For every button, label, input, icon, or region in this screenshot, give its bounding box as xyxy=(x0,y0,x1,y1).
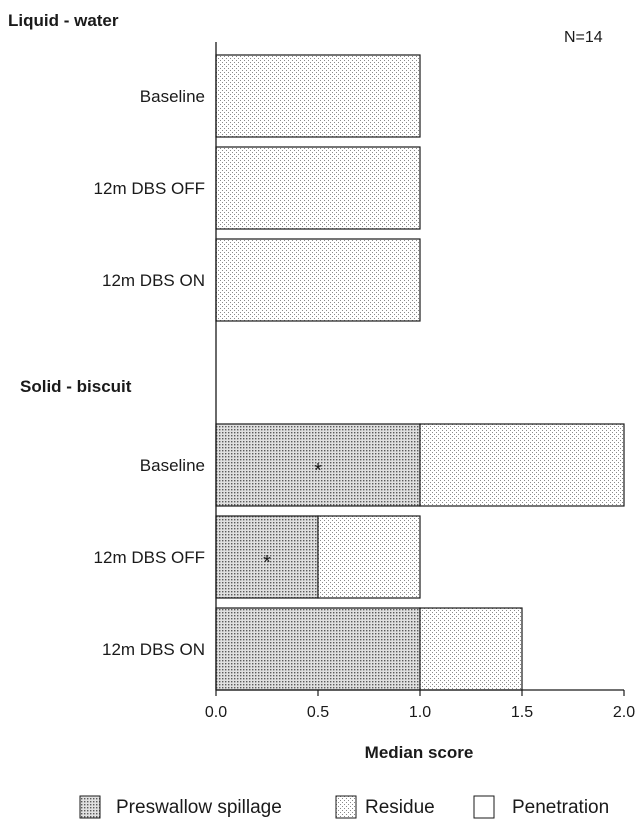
bar-preswallow xyxy=(215,607,421,691)
category-label: 12m DBS ON xyxy=(102,271,205,290)
bar-residue xyxy=(215,54,421,138)
bars-layer: ** xyxy=(215,54,625,691)
bar-residue xyxy=(317,515,421,599)
bar-preswallow xyxy=(215,515,319,599)
category-labels: Baseline 12m DBS OFF 12m DBS ON Baseline 12m… xyxy=(94,87,205,659)
x-tick-label: 1.5 xyxy=(511,704,533,721)
significance-marker: * xyxy=(314,460,322,482)
legend-swatch-residue xyxy=(335,795,357,819)
legend-swatch-penetration xyxy=(473,795,495,819)
category-label: Baseline xyxy=(140,456,205,475)
bar-residue xyxy=(419,607,523,691)
category-label: 12m DBS ON xyxy=(102,640,205,659)
x-ticks: 0.0 0.5 1.0 1.5 2.0 xyxy=(205,690,635,721)
group-title-liquid: Liquid - water xyxy=(8,11,119,30)
legend-label-preswallow: Preswallow spillage xyxy=(116,797,282,818)
category-label: 12m DBS OFF xyxy=(94,548,205,567)
group-title-solid: Solid - biscuit xyxy=(20,377,132,396)
legend-label-residue: Residue xyxy=(365,797,435,818)
legend-swatch-preswallow xyxy=(79,795,101,819)
significance-marker: * xyxy=(263,552,271,574)
legend: Preswallow spillage Residue Penetration xyxy=(79,795,609,819)
x-tick-label: 0.5 xyxy=(307,704,329,721)
category-label: Baseline xyxy=(140,87,205,106)
bar-residue xyxy=(215,146,421,230)
n-label: N=14 xyxy=(564,29,603,46)
bar-residue xyxy=(419,423,625,507)
x-tick-label: 1.0 xyxy=(409,704,431,721)
x-tick-label: 2.0 xyxy=(613,704,635,721)
legend-label-penetration: Penetration xyxy=(512,797,609,818)
category-label: 12m DBS OFF xyxy=(94,179,205,198)
x-axis-title: Median score xyxy=(365,743,474,762)
x-tick-label: 0.0 xyxy=(205,704,227,721)
bar-residue xyxy=(215,238,421,322)
bar-preswallow xyxy=(215,423,421,507)
